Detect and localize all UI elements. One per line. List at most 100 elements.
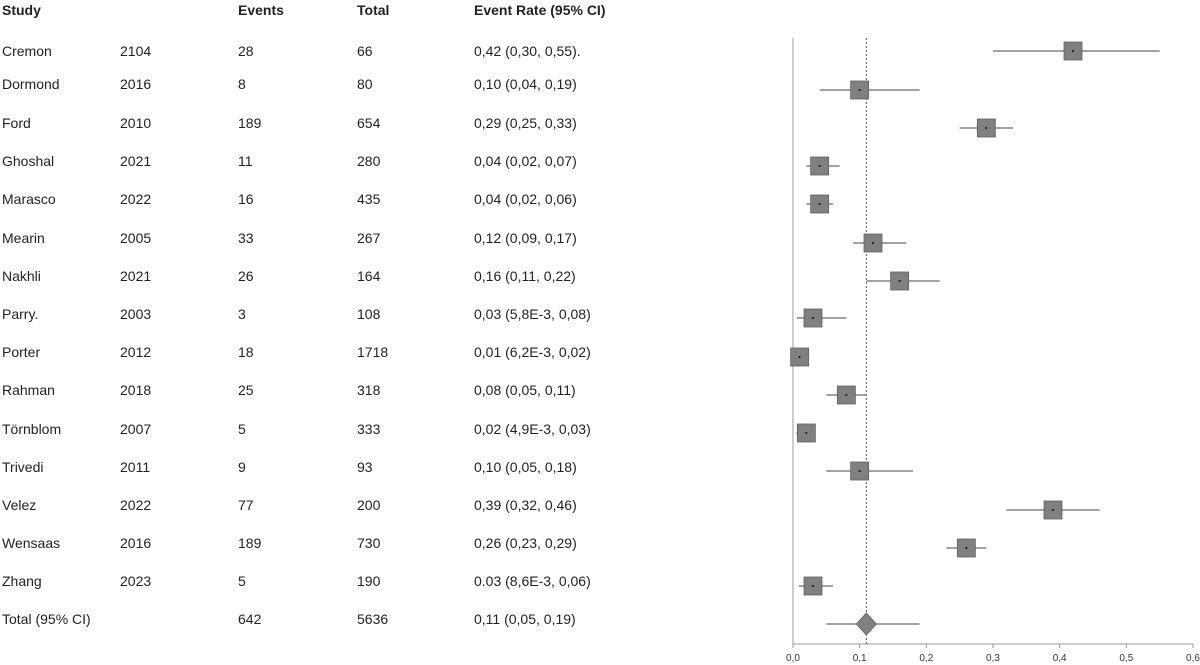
x-tick-label: 0,1 — [853, 653, 867, 664]
study-total: 200 — [357, 497, 381, 513]
header-study: Study — [2, 2, 41, 18]
study-events: 3 — [238, 306, 246, 322]
pooled-estimate-diamond — [855, 612, 877, 636]
study-year: 2021 — [120, 268, 152, 284]
study-events: 77 — [238, 497, 254, 513]
study-event-rate: 0,04 (0,02, 0,06) — [474, 191, 577, 207]
study-total: 730 — [357, 535, 381, 551]
table-row: Trivedi 2011 9 93 0,10 (0,05, 0,18) — [0, 455, 700, 479]
study-name: Ford — [2, 115, 31, 131]
study-name: Dormond — [2, 76, 60, 92]
study-event-rate: 0,26 (0,23, 0,29) — [474, 535, 577, 551]
study-year: 2021 — [120, 153, 152, 169]
study-event-rate: 0,42 (0,30, 0,55). — [474, 43, 581, 59]
study-year: 2016 — [120, 76, 152, 92]
x-tick-label: 0,5 — [1119, 653, 1133, 664]
table-row: Porter 2012 18 1718 0,01 (6,2E-3, 0,02) — [0, 340, 700, 364]
study-total: 333 — [357, 421, 381, 437]
study-year: 2104 — [120, 43, 152, 59]
study-total: 66 — [357, 43, 373, 59]
study-estimate-point — [858, 470, 861, 472]
study-name: Cremon — [2, 43, 52, 59]
study-event-rate: 0,16 (0,11, 0,22) — [474, 268, 576, 284]
study-year: 2003 — [120, 306, 152, 322]
study-estimate-point — [812, 317, 814, 319]
study-event-rate: 0,08 (0,05, 0,11) — [474, 382, 576, 398]
study-year: 2022 — [120, 191, 152, 207]
x-tick-label: 0,0 — [786, 653, 800, 664]
study-name: Wensaas — [2, 535, 61, 551]
header-events: Events — [238, 2, 284, 18]
total-label: Total (95% CI) — [2, 611, 91, 627]
study-year: 2012 — [120, 344, 152, 360]
study-events: 18 — [238, 344, 254, 360]
header-total: Total — [357, 2, 390, 18]
study-name: Trivedi — [2, 459, 44, 475]
study-estimate-point — [805, 432, 808, 434]
x-tick-label: 0,6 — [1186, 653, 1200, 664]
study-name: Mearin — [2, 230, 45, 246]
study-name: Parry. — [2, 306, 39, 322]
study-events: 33 — [238, 230, 254, 246]
study-total: 435 — [357, 191, 381, 207]
study-event-rate: 0,10 (0,04, 0,19) — [474, 76, 577, 92]
study-estimate-point — [845, 394, 848, 396]
table-row: Velez 2022 77 200 0,39 (0,32, 0,46) — [0, 493, 700, 517]
study-events: 9 — [238, 459, 246, 475]
x-tick-label: 0,4 — [1053, 653, 1067, 664]
table-row: Nakhli 2021 26 164 0,16 (0,11, 0,22) — [0, 264, 700, 288]
study-events: 16 — [238, 191, 254, 207]
study-events: 5 — [238, 573, 246, 589]
x-tick-label: 0,2 — [919, 653, 933, 664]
table-row: Zhang 2023 5 190 0.03 (8,6E-3, 0,06) — [0, 569, 700, 593]
study-name: Ghoshal — [2, 153, 55, 169]
study-event-rate: 0,04 (0,02, 0,07) — [474, 153, 577, 169]
header-ci: Event Rate (95% CI) — [474, 2, 606, 18]
study-year: 2023 — [120, 573, 152, 589]
study-year: 2007 — [120, 421, 152, 437]
study-name: Törnblom — [2, 421, 62, 437]
study-estimate-point — [872, 242, 874, 244]
study-name: Velez — [2, 497, 37, 513]
study-total: 93 — [357, 459, 373, 475]
study-total: 1718 — [357, 344, 389, 360]
study-estimate-point — [898, 280, 901, 282]
table-row: Cremon 2104 28 66 0,42 (0,30, 0,55). — [0, 39, 700, 63]
study-name: Rahman — [2, 382, 55, 398]
table-row: Törnblom 2007 5 333 0,02 (4,9E-3, 0,03) — [0, 417, 700, 441]
study-estimate-point — [812, 585, 814, 587]
x-tick-label: 0,3 — [986, 653, 1000, 664]
total-participants: 5636 — [357, 611, 389, 627]
study-name: Nakhli — [2, 268, 41, 284]
study-events: 11 — [238, 153, 253, 169]
study-total: 190 — [357, 573, 381, 589]
study-estimate-point — [858, 89, 861, 91]
table-row: Ghoshal 2021 11 280 0,04 (0,02, 0,07) — [0, 149, 700, 173]
study-total: 318 — [357, 382, 381, 398]
study-name: Porter — [2, 344, 41, 360]
table-row: Parry. 2003 3 108 0,03 (5,8E-3, 0,08) — [0, 302, 700, 326]
study-event-rate: 0,29 (0,25, 0,33) — [474, 115, 577, 131]
study-estimate-point — [985, 127, 988, 129]
study-total: 164 — [357, 268, 381, 284]
table-row: Dormond 2016 8 80 0,10 (0,04, 0,19) — [0, 72, 700, 96]
table-row: Mearin 2005 33 267 0,12 (0,09, 0,17) — [0, 226, 700, 250]
table-row: Ford 2010 189 654 0,29 (0,25, 0,33) — [0, 111, 700, 135]
study-name: Zhang — [2, 573, 42, 589]
study-events: 28 — [238, 43, 254, 59]
study-year: 2010 — [120, 115, 152, 131]
study-year: 2011 — [120, 459, 151, 475]
study-total: 267 — [357, 230, 381, 246]
study-year: 2005 — [120, 230, 152, 246]
study-event-rate: 0,01 (6,2E-3, 0,02) — [474, 344, 591, 360]
study-name: Marasco — [2, 191, 56, 207]
study-events: 25 — [238, 382, 254, 398]
table-row: Marasco 2022 16 435 0,04 (0,02, 0,06) — [0, 187, 700, 211]
total-row: Total (95% CI) 642 5636 0,11 (0,05, 0,19… — [0, 607, 700, 631]
study-events: 8 — [238, 76, 246, 92]
study-year: 2016 — [120, 535, 152, 551]
study-event-rate: 0,10 (0,05, 0,18) — [474, 459, 577, 475]
study-event-rate: 0,12 (0,09, 0,17) — [474, 230, 577, 246]
study-events: 189 — [238, 115, 262, 131]
